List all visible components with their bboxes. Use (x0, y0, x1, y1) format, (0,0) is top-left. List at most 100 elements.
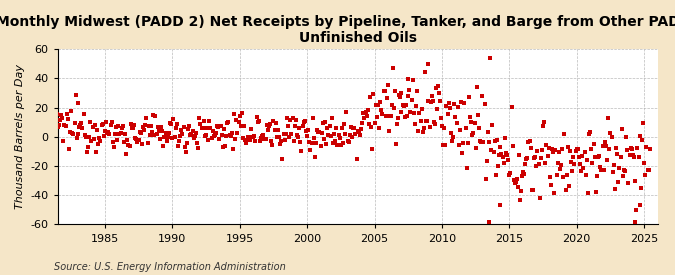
Point (221, 133, 232, 138)
Point (502, 153, 512, 157)
Point (250, 138, 261, 143)
Point (547, 147, 558, 151)
Point (213, 125, 223, 129)
Point (202, 126, 213, 130)
Point (511, 180, 522, 185)
Point (601, 143, 612, 148)
Point (545, 183, 556, 187)
Point (510, 180, 520, 185)
Point (222, 121, 233, 125)
Point (70, 93, 81, 97)
Point (290, 124, 300, 128)
Point (165, 121, 176, 125)
Point (446, 131, 456, 135)
Point (307, 116, 318, 120)
Point (46, 101, 57, 105)
Point (240, 138, 250, 142)
Point (167, 135, 178, 140)
Point (585, 130, 595, 134)
Point (48, 131, 59, 136)
Point (624, 153, 635, 157)
Point (350, 132, 361, 136)
Point (109, 131, 120, 136)
Point (275, 142, 286, 147)
Point (542, 154, 553, 159)
Point (184, 124, 194, 128)
Point (217, 145, 228, 149)
Point (450, 115, 461, 119)
Point (414, 111, 425, 115)
Point (77, 126, 88, 130)
Point (518, 170, 529, 174)
Point (562, 145, 573, 149)
Point (261, 123, 272, 127)
Point (166, 122, 177, 126)
Point (623, 181, 634, 185)
Point (149, 133, 160, 137)
Point (230, 137, 240, 141)
Point (170, 126, 181, 131)
Point (625, 146, 636, 150)
Point (422, 119, 433, 124)
Point (169, 135, 180, 139)
Point (554, 149, 564, 154)
Point (78, 112, 89, 117)
Point (410, 122, 421, 126)
Point (146, 130, 157, 134)
Point (508, 178, 519, 182)
Point (618, 174, 628, 178)
Point (300, 129, 311, 134)
Point (106, 120, 117, 125)
Point (387, 103, 398, 107)
Point (273, 135, 284, 140)
Point (84, 135, 95, 139)
Point (495, 144, 506, 149)
Point (598, 167, 609, 172)
Y-axis label: Thousand Barrels per Day: Thousand Barrels per Day (15, 64, 25, 209)
Point (578, 166, 589, 170)
Point (529, 156, 539, 160)
Point (586, 147, 597, 152)
Point (594, 154, 605, 159)
Point (97, 122, 108, 127)
Point (280, 131, 291, 136)
Point (49, 131, 60, 136)
Point (143, 124, 154, 129)
Point (569, 162, 580, 166)
Point (205, 126, 216, 130)
Point (615, 154, 626, 159)
Point (63, 146, 74, 151)
Point (331, 126, 342, 130)
Point (497, 155, 508, 159)
Point (216, 133, 227, 137)
Point (117, 124, 128, 129)
Point (425, 99, 436, 104)
Point (494, 153, 505, 158)
Point (234, 113, 245, 118)
Point (332, 143, 343, 147)
Point (633, 154, 644, 159)
Point (287, 116, 298, 120)
Point (58, 139, 69, 144)
Point (485, 56, 495, 60)
Point (405, 110, 416, 114)
Point (456, 100, 466, 104)
Point (416, 107, 427, 111)
Point (532, 149, 543, 153)
Point (610, 187, 620, 192)
Point (628, 152, 639, 157)
Point (183, 127, 194, 131)
Point (52, 125, 63, 129)
Point (269, 128, 280, 133)
Point (568, 155, 578, 159)
Point (551, 172, 562, 177)
Point (431, 86, 441, 91)
Point (286, 132, 297, 136)
Point (180, 150, 191, 154)
Point (196, 126, 207, 131)
Point (338, 141, 348, 145)
Point (520, 161, 531, 166)
Point (161, 138, 172, 143)
Point (374, 126, 385, 131)
Point (156, 125, 167, 130)
